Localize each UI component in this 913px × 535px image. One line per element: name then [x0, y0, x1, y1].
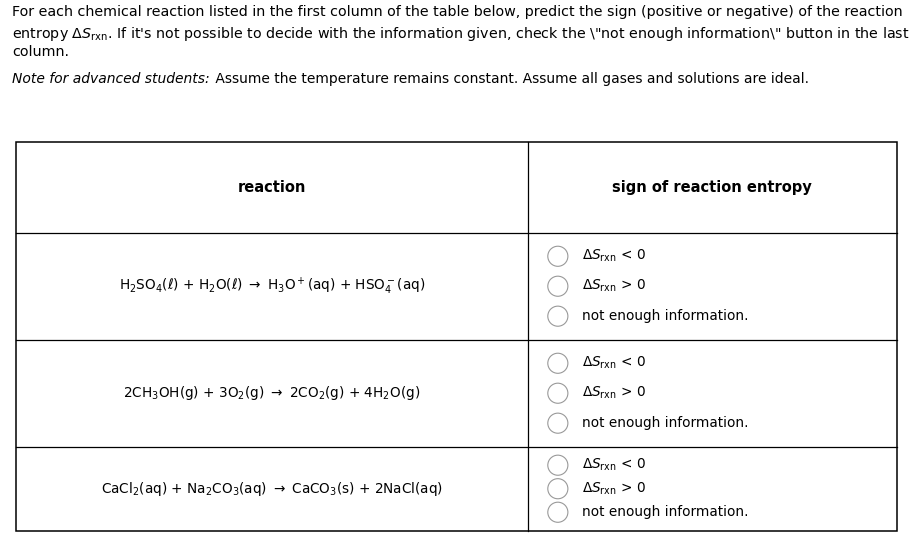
Text: $\Delta S_{\mathrm{rxn}}$ < 0: $\Delta S_{\mathrm{rxn}}$ < 0: [582, 248, 646, 264]
Text: For each chemical reaction listed in the first column of the table below, predic: For each chemical reaction listed in the…: [12, 5, 902, 19]
Text: $\Delta S_{\mathrm{rxn}}$ > 0: $\Delta S_{\mathrm{rxn}}$ > 0: [582, 480, 646, 497]
Text: not enough information.: not enough information.: [582, 505, 749, 519]
Text: column.: column.: [12, 45, 68, 59]
Text: Assume the temperature remains constant. Assume all gases and solutions are idea: Assume the temperature remains constant.…: [211, 72, 809, 86]
Text: $\mathrm{2CH_3OH}$(g) + $\mathrm{3O_2}$(g) $\rightarrow$ $\mathrm{2CO_2}$(g) + $: $\mathrm{2CH_3OH}$(g) + $\mathrm{3O_2}$(…: [123, 384, 421, 402]
Text: entropy $\Delta S_{\mathrm{rxn}}$. If it's not possible to decide with the infor: entropy $\Delta S_{\mathrm{rxn}}$. If it…: [12, 25, 909, 43]
Text: $\Delta S_{\mathrm{rxn}}$ < 0: $\Delta S_{\mathrm{rxn}}$ < 0: [582, 457, 646, 473]
Text: not enough information.: not enough information.: [582, 309, 749, 323]
Text: $\Delta S_{\mathrm{rxn}}$ > 0: $\Delta S_{\mathrm{rxn}}$ > 0: [582, 385, 646, 401]
Text: reaction: reaction: [238, 180, 306, 195]
Text: $\mathrm{CaCl_2}$(aq) + $\mathrm{Na_2CO_3}$(aq) $\rightarrow$ $\mathrm{CaCO_3}$(: $\mathrm{CaCl_2}$(aq) + $\mathrm{Na_2CO_…: [101, 480, 443, 498]
Text: not enough information.: not enough information.: [582, 416, 749, 430]
Bar: [16, 142, 897, 531]
Text: $\Delta S_{\mathrm{rxn}}$ < 0: $\Delta S_{\mathrm{rxn}}$ < 0: [582, 355, 646, 371]
Text: $\mathrm{H_2SO_4}$($\ell$) + $\mathrm{H_2O}$($\ell$) $\rightarrow$ $\mathrm{H_3O: $\mathrm{H_2SO_4}$($\ell$) + $\mathrm{H_…: [119, 276, 425, 297]
Text: Note for advanced students:: Note for advanced students:: [12, 72, 209, 86]
Text: sign of reaction entropy: sign of reaction entropy: [613, 180, 812, 195]
Text: $\Delta S_{\mathrm{rxn}}$ > 0: $\Delta S_{\mathrm{rxn}}$ > 0: [582, 278, 646, 294]
